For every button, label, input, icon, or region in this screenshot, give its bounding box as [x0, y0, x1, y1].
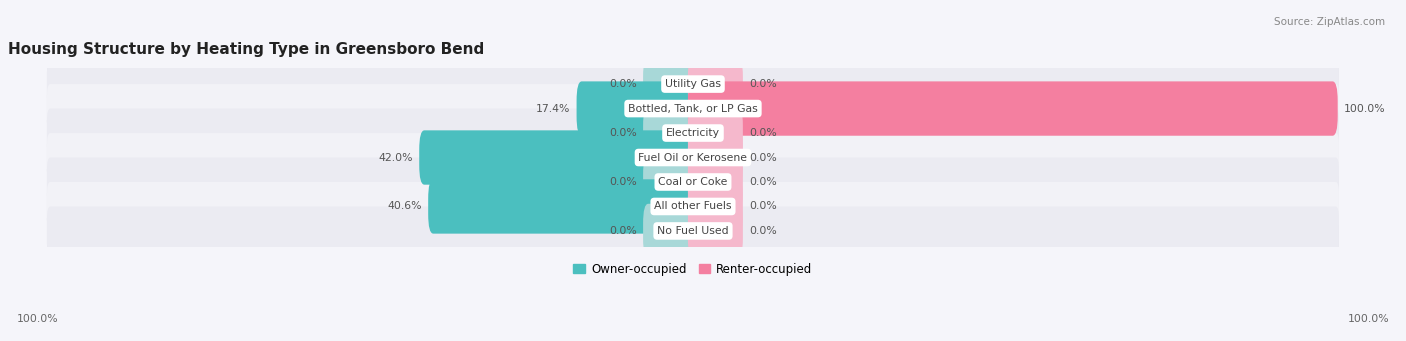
FancyBboxPatch shape: [46, 133, 1339, 182]
Text: No Fuel Used: No Fuel Used: [657, 226, 728, 236]
FancyBboxPatch shape: [46, 60, 1339, 109]
Text: 100.0%: 100.0%: [1344, 104, 1386, 114]
Text: 0.0%: 0.0%: [609, 79, 637, 89]
Text: 0.0%: 0.0%: [749, 152, 778, 163]
FancyBboxPatch shape: [46, 109, 1339, 159]
Text: 0.0%: 0.0%: [609, 177, 637, 187]
Text: 100.0%: 100.0%: [1347, 314, 1389, 324]
Text: Electricity: Electricity: [666, 128, 720, 138]
FancyBboxPatch shape: [688, 179, 742, 234]
Text: Bottled, Tank, or LP Gas: Bottled, Tank, or LP Gas: [628, 104, 758, 114]
FancyBboxPatch shape: [46, 158, 1339, 207]
Text: 0.0%: 0.0%: [609, 226, 637, 236]
FancyBboxPatch shape: [688, 204, 742, 258]
FancyBboxPatch shape: [46, 206, 1339, 255]
FancyBboxPatch shape: [688, 130, 742, 185]
FancyBboxPatch shape: [46, 182, 1339, 232]
FancyBboxPatch shape: [688, 81, 1337, 136]
FancyBboxPatch shape: [688, 155, 742, 209]
FancyBboxPatch shape: [46, 85, 1339, 134]
FancyBboxPatch shape: [46, 158, 1339, 206]
FancyBboxPatch shape: [643, 204, 699, 258]
Text: Housing Structure by Heating Type in Greensboro Bend: Housing Structure by Heating Type in Gre…: [8, 42, 485, 57]
FancyBboxPatch shape: [643, 57, 699, 111]
FancyBboxPatch shape: [46, 84, 1339, 133]
Text: Fuel Oil or Kerosene: Fuel Oil or Kerosene: [638, 152, 748, 163]
FancyBboxPatch shape: [643, 155, 699, 209]
FancyBboxPatch shape: [419, 130, 699, 185]
Text: 0.0%: 0.0%: [749, 79, 778, 89]
Legend: Owner-occupied, Renter-occupied: Owner-occupied, Renter-occupied: [569, 258, 817, 280]
Text: 0.0%: 0.0%: [749, 177, 778, 187]
Text: Utility Gas: Utility Gas: [665, 79, 721, 89]
Text: 0.0%: 0.0%: [749, 128, 778, 138]
Text: 0.0%: 0.0%: [609, 128, 637, 138]
FancyBboxPatch shape: [688, 57, 742, 111]
FancyBboxPatch shape: [46, 134, 1339, 183]
Text: Coal or Coke: Coal or Coke: [658, 177, 728, 187]
Text: 17.4%: 17.4%: [536, 104, 571, 114]
Text: 0.0%: 0.0%: [749, 202, 778, 211]
Text: 100.0%: 100.0%: [17, 314, 59, 324]
Text: All other Fuels: All other Fuels: [654, 202, 731, 211]
FancyBboxPatch shape: [46, 207, 1339, 256]
FancyBboxPatch shape: [46, 60, 1339, 108]
FancyBboxPatch shape: [46, 108, 1339, 158]
Text: Source: ZipAtlas.com: Source: ZipAtlas.com: [1274, 17, 1385, 27]
FancyBboxPatch shape: [688, 106, 742, 160]
Text: 40.6%: 40.6%: [387, 202, 422, 211]
FancyBboxPatch shape: [429, 179, 699, 234]
FancyBboxPatch shape: [576, 81, 699, 136]
FancyBboxPatch shape: [643, 106, 699, 160]
FancyBboxPatch shape: [46, 182, 1339, 231]
Text: 42.0%: 42.0%: [378, 152, 413, 163]
Text: 0.0%: 0.0%: [749, 226, 778, 236]
